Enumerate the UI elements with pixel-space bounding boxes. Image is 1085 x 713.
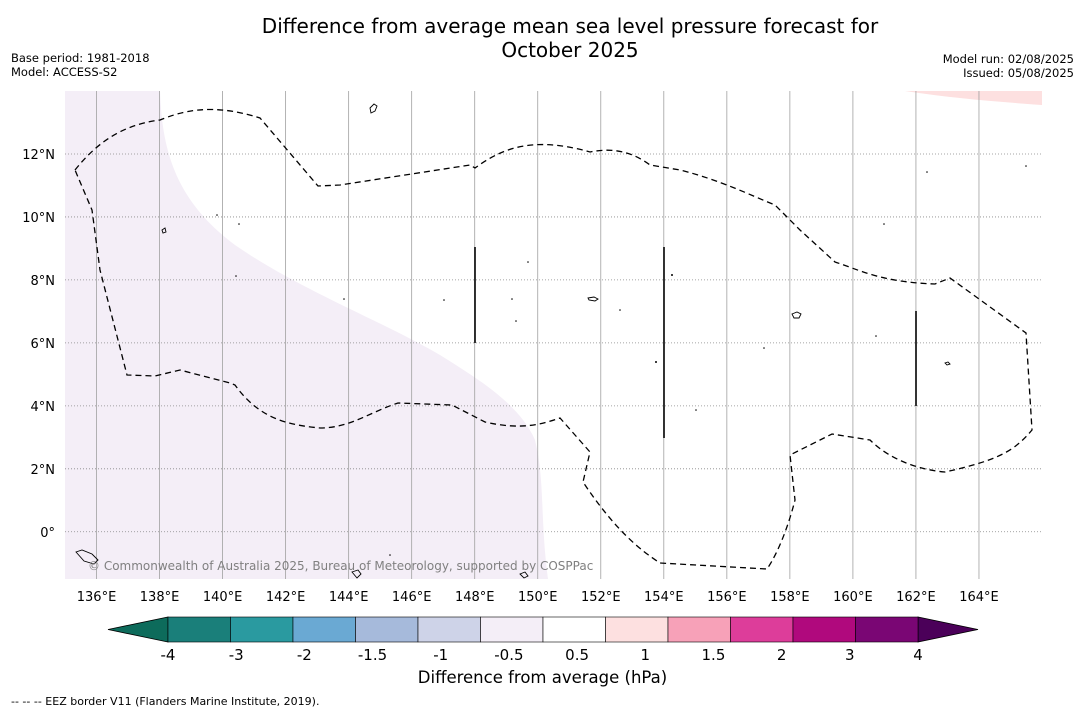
island (791, 311, 802, 319)
colorbar-swatch (417, 616, 481, 643)
island (351, 569, 362, 579)
island (519, 571, 529, 579)
island (369, 103, 378, 114)
longitude-label: 152°E (581, 590, 621, 605)
eez-boundary (74, 108, 1033, 570)
longitude-label: 140°E (203, 590, 243, 605)
colorbar-tick-label: 2 (777, 646, 787, 664)
island-dot (619, 309, 621, 311)
colorbar-swatch (292, 616, 356, 643)
colorbar-tick-label: -4 (161, 646, 176, 664)
model-name: Model: ACCESS-S2 (11, 65, 118, 79)
colorbar-tick-label: -2 (297, 646, 312, 664)
longitude-label: 160°E (833, 590, 873, 605)
colorbar-tick-label: 0.5 (565, 646, 589, 664)
longitude-label: 158°E (770, 590, 810, 605)
colorbar-tick-label: -0.5 (494, 646, 523, 664)
colorbar-tick-label: -1 (433, 646, 448, 664)
longitude-label: 162°E (896, 590, 936, 605)
colorbar-swatch (605, 616, 669, 643)
latitude-label: 2°N (31, 463, 56, 478)
island-dot (389, 554, 391, 556)
colorbar-title: Difference from average (hPa) (417, 668, 668, 687)
latitude-label: 6°N (31, 337, 56, 352)
colorbar-swatch (730, 616, 794, 643)
colorbar-tick-label: 1.5 (702, 646, 726, 664)
anomaly-region-west (65, 91, 548, 579)
island-dot (763, 347, 765, 349)
island-dot (515, 320, 517, 322)
island-dot (655, 361, 657, 363)
latitude-label: 4°N (31, 400, 56, 415)
colorbar-swatch (792, 616, 856, 643)
island (161, 227, 167, 234)
map-panel: © Commonwealth of Australia 2025, Bureau… (65, 91, 1042, 579)
map-title: Difference from average mean sea level p… (230, 14, 910, 62)
island-dot (926, 171, 928, 173)
island-dot (1025, 165, 1027, 167)
longitude-label: 164°E (959, 590, 999, 605)
colorbar-tick-labels: -4 -3 -2 -1.5 -1 -0.5 0.5 1 1.5 2 3 4 (161, 646, 923, 664)
colorbar-swatch (230, 616, 294, 643)
colorbar (107, 616, 979, 643)
latitude-label: 8°N (31, 274, 56, 289)
island-dot (511, 298, 513, 300)
longitude-gridlines (96, 91, 980, 579)
colorbar-tick-label: -3 (229, 646, 244, 664)
longitude-label: 146°E (392, 590, 432, 605)
island-dot (216, 214, 218, 216)
colorbar-swatch (480, 616, 544, 643)
colorbar-swatch (667, 616, 731, 643)
island-dot (235, 275, 237, 277)
island-dots (216, 165, 1027, 556)
base-period: Base period: 1981-2018 (11, 51, 150, 65)
latitude-gridlines (65, 153, 1042, 533)
island-dot (883, 223, 885, 225)
island-dot (875, 335, 877, 337)
colorbar-swatch (167, 616, 231, 643)
island-dot (695, 409, 697, 411)
longitude-labels: 136°E 138°E 140°E 142°E 144°E 146°E 148°E 150°E… (77, 590, 999, 605)
model-run: Model run: 02/08/2025 (942, 52, 1074, 66)
longitude-label: 138°E (140, 590, 180, 605)
longitude-label: 156°E (707, 590, 747, 605)
colorbar-swatch (542, 616, 606, 643)
issued-date: Issued: 05/08/2025 (963, 66, 1074, 80)
latitude-label: 12°N (22, 148, 55, 163)
island (944, 361, 951, 366)
island-dot (343, 298, 345, 300)
meta-left: Base period: 1981-2018 Model: ACCESS-S2 (11, 51, 150, 79)
longitude-label: 142°E (266, 590, 306, 605)
island-dot (238, 223, 240, 225)
island (587, 296, 599, 302)
title-line-2: October 2025 (501, 38, 639, 62)
island-dot (671, 274, 673, 276)
latitude-labels: 12°N 10°N 8°N 6°N 4°N 2°N 0° (22, 148, 55, 541)
longitude-label: 154°E (644, 590, 684, 605)
anomaly-region-northeast (905, 91, 1042, 105)
longitude-label: 148°E (455, 590, 495, 605)
colorbar-extend-low (107, 616, 169, 643)
islands (75, 103, 951, 579)
island (75, 549, 99, 565)
latitude-label: 0° (40, 526, 55, 541)
footnote: -- -- -- EEZ border V11 (Flanders Marine… (11, 695, 320, 708)
meta-right: Model run: 02/08/2025 Issued: 05/08/2025 (943, 52, 1074, 80)
colorbar-tick-label: 3 (845, 646, 855, 664)
longitude-label: 144°E (329, 590, 369, 605)
colorbar-tick-label: 1 (640, 646, 650, 664)
latitude-label: 10°N (22, 211, 55, 226)
colorbar-swatch (355, 616, 419, 643)
colorbar-extend-high (917, 616, 979, 643)
title-line-1: Difference from average mean sea level p… (261, 14, 879, 38)
longitude-label: 136°E (77, 590, 117, 605)
copyright-text: © Commonwealth of Australia 2025, Bureau… (88, 559, 593, 573)
longitude-label: 150°E (518, 590, 558, 605)
island-dot (527, 261, 529, 263)
island-dot (443, 299, 445, 301)
colorbar-tick-label: -1.5 (358, 646, 387, 664)
colorbar-tick-label: 4 (913, 646, 923, 664)
colorbar-swatch (855, 616, 919, 643)
